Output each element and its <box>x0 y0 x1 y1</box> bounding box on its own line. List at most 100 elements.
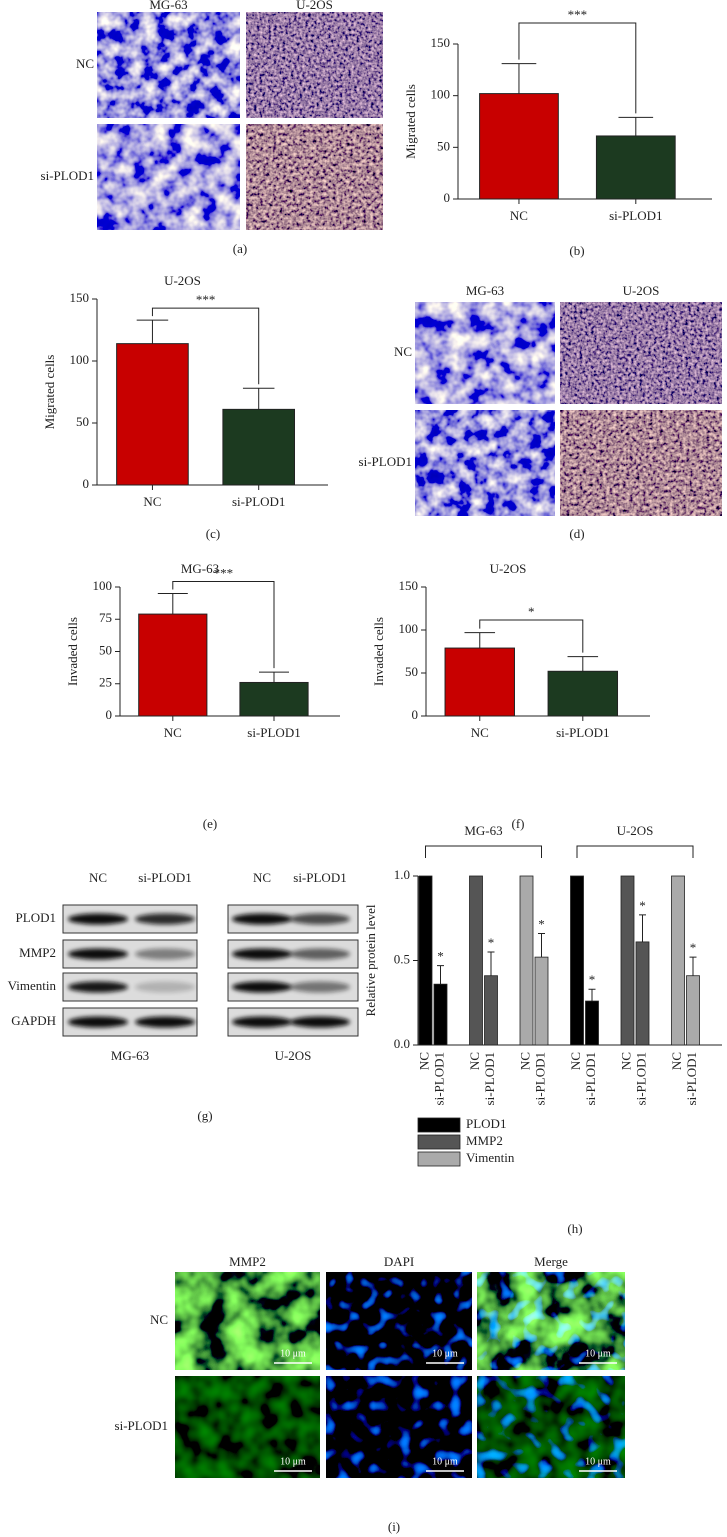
blot-band <box>232 913 292 925</box>
error-bar <box>242 387 275 410</box>
protein-label: MMP2 <box>19 945 56 960</box>
y-tick-label: 0.0 <box>394 1036 410 1051</box>
significance-label: *** <box>214 565 234 580</box>
y-tick-label: 50 <box>76 414 89 429</box>
blot-band <box>232 1016 292 1028</box>
group-bracket <box>576 845 694 858</box>
row-label: si-PLOD1 <box>115 1418 168 1433</box>
legend-label: PLOD1 <box>466 1116 506 1131</box>
x-tick-label: si-PLOD1 <box>633 1052 648 1105</box>
x-tick-label: NC <box>618 1052 633 1070</box>
panel-label: (h) <box>567 1221 582 1236</box>
y-tick-label: 0.5 <box>394 951 410 966</box>
bar <box>570 875 584 1046</box>
micrograph <box>246 12 383 118</box>
row-label: NC <box>150 1312 168 1327</box>
bar <box>418 875 433 1046</box>
panel-label: (b) <box>569 243 584 258</box>
x-tick-label: si-PLOD1 <box>482 1052 497 1105</box>
chart-title: MG-63 <box>181 561 219 576</box>
error-bar <box>567 656 599 672</box>
bar <box>138 613 208 717</box>
legend-label: Vimentin <box>466 1150 515 1165</box>
column-label: MG-63 <box>466 283 504 298</box>
error-bar <box>136 319 169 344</box>
y-tick-label: 75 <box>99 610 112 625</box>
protein-label: PLOD1 <box>16 910 56 925</box>
x-tick-label: NC <box>568 1052 583 1070</box>
blot-band <box>68 1016 128 1028</box>
row-label: si-PLOD1 <box>41 168 94 183</box>
micrograph <box>97 124 240 230</box>
micrograph <box>246 124 383 230</box>
lane-label: si-PLOD1 <box>293 870 346 885</box>
significance-label: * <box>690 940 697 955</box>
y-tick-label: 50 <box>99 642 112 657</box>
bar <box>444 647 515 717</box>
panel-label: (a) <box>233 241 247 256</box>
y-tick-label: 1.0 <box>394 867 410 882</box>
blot-band <box>68 948 128 960</box>
panel-label: (d) <box>569 526 584 541</box>
group-label: U-2OS <box>617 823 654 838</box>
y-axis-label: Migrated cells <box>42 355 57 430</box>
error-bar <box>538 932 545 958</box>
significance-label: * <box>589 972 596 987</box>
blot-band <box>232 981 292 993</box>
y-tick-label: 150 <box>70 290 90 305</box>
lane-label: si-PLOD1 <box>138 870 191 885</box>
significance-label: * <box>488 935 495 950</box>
column-label: DAPI <box>384 1254 414 1269</box>
protein-label: Vimentin <box>8 978 57 993</box>
significance-bracket <box>151 307 260 385</box>
error-bar <box>689 956 697 976</box>
x-tick-label: NC <box>143 494 161 509</box>
error-bar <box>464 632 496 649</box>
fluorescence-image <box>326 1376 472 1478</box>
y-tick-label: 0 <box>83 476 90 491</box>
blot-band <box>290 913 350 925</box>
error-bar <box>258 671 290 683</box>
x-tick-label: NC <box>467 1052 482 1070</box>
error-bar <box>157 592 188 615</box>
fluorescence-image <box>175 1272 320 1370</box>
blot-band <box>135 1016 195 1028</box>
y-tick-label: 100 <box>93 578 113 593</box>
legend-swatch <box>417 1151 461 1167</box>
y-tick-label: 0 <box>444 190 451 205</box>
panel-label: (c) <box>206 526 220 541</box>
bar <box>433 983 448 1046</box>
blot-band <box>290 1016 350 1028</box>
x-tick-label: si-PLOD1 <box>684 1052 699 1105</box>
y-tick-label: 150 <box>399 578 419 593</box>
micrograph <box>415 302 555 404</box>
x-tick-label: NC <box>164 725 182 740</box>
column-label: U-2OS <box>623 283 660 298</box>
x-tick-label: si-PLOD1 <box>232 494 285 509</box>
x-tick-label: si-PLOD1 <box>583 1052 598 1105</box>
scale-bar-label: 10 μm <box>280 1456 306 1467</box>
bar <box>534 956 549 1046</box>
micrograph <box>560 302 722 404</box>
y-tick-label: 50 <box>437 138 450 153</box>
significance-label: * <box>639 898 646 913</box>
blot-band <box>290 981 350 993</box>
y-tick-label: 25 <box>99 675 112 690</box>
micrograph <box>97 12 240 118</box>
chart-title: U-2OS <box>490 561 527 576</box>
chart-title: U-2OS <box>164 273 201 288</box>
legend-swatch <box>417 1134 461 1150</box>
bar <box>620 875 635 1046</box>
y-tick-label: 0 <box>412 707 419 722</box>
bar <box>116 343 189 486</box>
bar <box>239 681 309 717</box>
x-tick-label: si-PLOD1 <box>532 1052 547 1105</box>
bar <box>547 670 619 717</box>
cell-line-label: U-2OS <box>275 1048 312 1063</box>
error-bar <box>437 965 444 985</box>
significance-bracket <box>518 22 637 114</box>
panel-label: (g) <box>197 1108 212 1123</box>
row-label: NC <box>394 344 412 359</box>
y-tick-label: 150 <box>431 35 451 50</box>
x-tick-label: NC <box>517 1052 532 1070</box>
